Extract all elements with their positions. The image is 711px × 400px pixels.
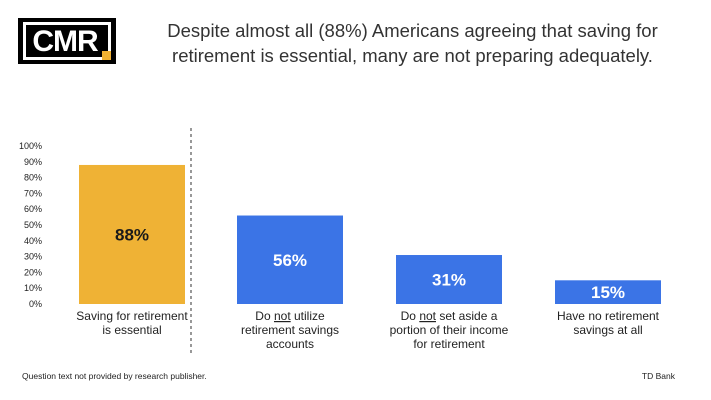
logo-accent-square bbox=[101, 51, 111, 60]
y-tick-label: 30% bbox=[24, 252, 42, 262]
data-label-4: 15% bbox=[591, 283, 625, 302]
bar-3 bbox=[396, 255, 502, 304]
cmr-logo: CMR bbox=[18, 18, 116, 64]
category-label-3: Do not set aside a portion of their incom… bbox=[390, 309, 509, 351]
chart-title: Despite almost all (88%) Americans agree… bbox=[167, 20, 658, 66]
logo-frame: CMR bbox=[23, 22, 111, 60]
y-tick-label: 40% bbox=[24, 236, 42, 246]
y-tick-label: 70% bbox=[24, 188, 42, 198]
y-tick-label: 100% bbox=[19, 141, 42, 151]
y-tick-label: 80% bbox=[24, 173, 42, 183]
bar-4 bbox=[555, 280, 661, 304]
data-label-2: 56% bbox=[273, 251, 307, 270]
data-label-3: 31% bbox=[432, 271, 466, 290]
footer-note: Question text not provided by research p… bbox=[22, 371, 207, 381]
category-label-2: Do not utilize retirement savings accounts bbox=[241, 309, 339, 351]
category-label-1: Saving for retirement is essential bbox=[76, 309, 188, 337]
bar-1 bbox=[79, 164, 185, 304]
y-tick-label: 60% bbox=[24, 204, 42, 214]
category-label-4: Have no retirement savings at all bbox=[557, 309, 660, 337]
y-tick-label: 10% bbox=[24, 283, 42, 293]
logo-text: CMR bbox=[32, 25, 98, 58]
bar-2 bbox=[237, 215, 343, 304]
bar-chart: 0% 10% 20% 30% 40% 50% 60% 70% 80% 90% 100% 88% 56% 3… bbox=[19, 128, 661, 356]
y-tick-label: 0% bbox=[29, 299, 42, 309]
y-tick-label: 20% bbox=[24, 267, 42, 277]
source-label: TD Bank bbox=[641, 371, 675, 381]
data-label-1: 88% bbox=[115, 225, 149, 244]
y-tick-label: 90% bbox=[24, 157, 42, 167]
y-tick-label: 50% bbox=[24, 220, 42, 230]
